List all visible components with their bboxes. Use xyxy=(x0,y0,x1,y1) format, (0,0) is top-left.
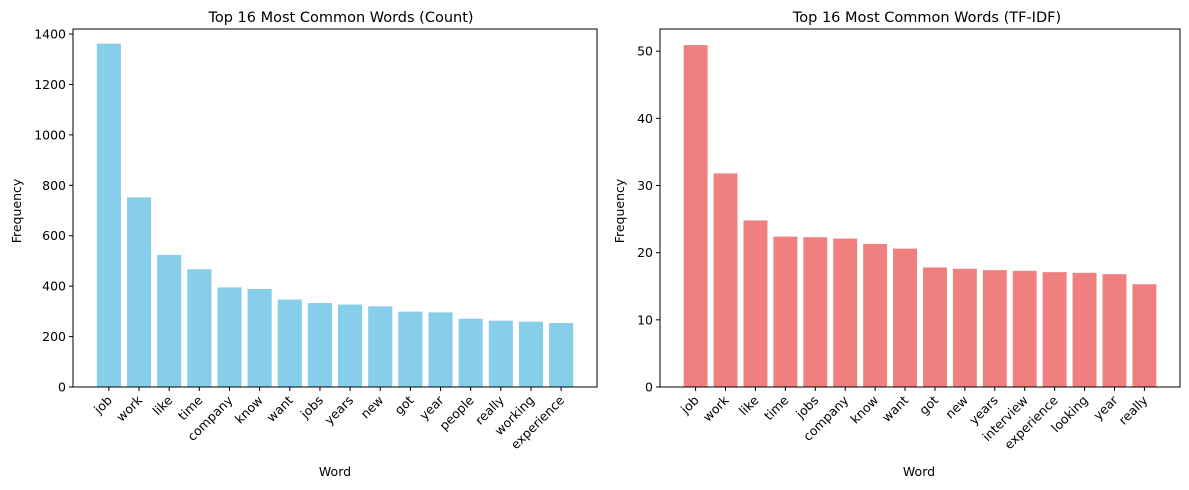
bar-count-job xyxy=(96,43,121,388)
x-tick-label-tfidf: really xyxy=(1115,392,1150,427)
bar-tfidf-work xyxy=(713,173,738,387)
bar-tfidf-experience xyxy=(1042,272,1067,387)
bar-count-like xyxy=(157,254,182,387)
y-tick-label-count: 1200 xyxy=(34,77,66,92)
chart-title-tfidf: Top 16 Most Common Words (TF-IDF) xyxy=(792,10,1061,26)
bar-count-really xyxy=(488,320,513,387)
x-tick-label-tfidf: got xyxy=(916,392,941,417)
y-tick-label-tfidf: 20 xyxy=(637,245,653,260)
bar-count-company xyxy=(217,287,242,387)
bar-tfidf-years xyxy=(982,270,1007,387)
x-tick-label-tfidf: want xyxy=(879,392,911,424)
bar-tfidf-got xyxy=(922,267,947,387)
bar-count-people xyxy=(458,318,483,387)
y-tick-label-count: 600 xyxy=(42,228,66,243)
x-tick-label-count: got xyxy=(391,392,416,417)
bar-tfidf-jobs xyxy=(803,237,828,387)
y-tick-label-count: 1000 xyxy=(34,127,66,142)
panel-count: Top 16 Most Common Words (Count) Frequen… xyxy=(9,10,598,479)
y-tick-label-tfidf: 40 xyxy=(637,111,653,126)
y-tick-label-count: 800 xyxy=(42,178,66,193)
y-tick-label-count: 200 xyxy=(42,329,66,344)
bar-count-year xyxy=(428,312,453,387)
chart-title-count: Top 16 Most Common Words (Count) xyxy=(207,10,473,26)
y-ticks-tfidf: 0 10 20 30 40 50 xyxy=(637,44,660,395)
bar-count-want xyxy=(277,299,302,387)
bar-count-work xyxy=(126,197,152,387)
bar-count-years xyxy=(338,304,363,387)
bar-tfidf-new xyxy=(952,268,977,387)
bar-tfidf-interview xyxy=(1012,270,1037,387)
y-tick-label-tfidf: 50 xyxy=(637,44,653,59)
x-tick-label-count: like xyxy=(150,392,176,418)
bar-count-got xyxy=(398,311,423,387)
bars-count xyxy=(96,43,574,388)
bar-tfidf-want xyxy=(893,248,918,387)
y-tick-label-tfidf: 30 xyxy=(637,178,653,193)
y-tick-label-count: 400 xyxy=(42,279,66,294)
x-axis-label-tfidf: Word xyxy=(903,464,935,479)
x-tick-label-tfidf: work xyxy=(700,392,733,425)
bars-tfidf xyxy=(683,45,1157,388)
x-tick-label-count: work xyxy=(113,392,146,425)
x-tick-label-count: new xyxy=(357,393,386,422)
bar-tfidf-like xyxy=(743,220,768,387)
y-tick-label-tfidf: 0 xyxy=(645,380,653,395)
x-tick-label-count: people xyxy=(436,392,477,433)
y-axis-label-tfidf: Frequency xyxy=(612,178,627,243)
bar-count-new xyxy=(368,306,393,387)
x-tick-label-tfidf: time xyxy=(761,392,792,423)
bar-tfidf-company xyxy=(833,238,858,387)
y-tick-label-count: 0 xyxy=(58,380,66,395)
bar-count-know xyxy=(247,288,272,387)
plot-frame-tfidf xyxy=(659,28,1181,388)
bar-tfidf-really xyxy=(1132,284,1157,387)
y-tick-label-tfidf: 10 xyxy=(637,312,653,327)
x-tick-label-count: years xyxy=(321,393,356,428)
x-tick-label-tfidf: know xyxy=(847,393,881,427)
y-ticks-count: 0 200 400 600 800 1000 1200 1400 xyxy=(34,27,73,395)
x-axis-label-count: Word xyxy=(319,464,351,479)
y-tick-label-count: 1400 xyxy=(34,27,66,42)
bar-tfidf-time xyxy=(773,236,798,387)
x-tick-label-count: know xyxy=(232,393,266,427)
x-tick-label-count: job xyxy=(90,392,115,417)
plot-frame-count xyxy=(72,28,598,388)
x-tick-label-count: want xyxy=(264,392,296,424)
bar-tfidf-looking xyxy=(1072,272,1097,387)
bar-tfidf-job xyxy=(683,45,708,388)
bar-tfidf-year xyxy=(1102,274,1127,387)
bar-count-jobs xyxy=(307,303,332,387)
panel-tfidf: Top 16 Most Common Words (TF-IDF) Freque… xyxy=(612,10,1181,479)
y-axis-label-count: Frequency xyxy=(9,178,24,243)
bar-count-experience xyxy=(549,322,574,387)
x-tick-label-tfidf: job xyxy=(677,392,702,417)
bar-count-working xyxy=(518,321,544,387)
x-tick-label-tfidf: like xyxy=(736,392,762,418)
bar-count-time xyxy=(187,269,212,387)
bar-tfidf-know xyxy=(863,243,888,387)
